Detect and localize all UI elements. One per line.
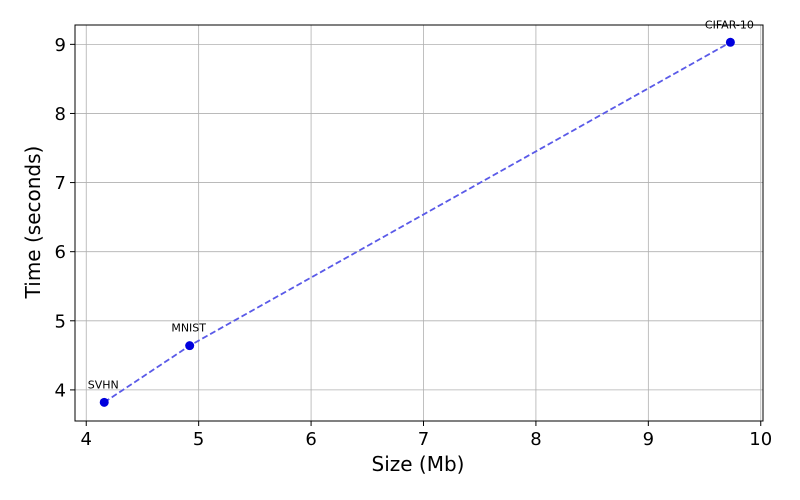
data-point-label: MNIST	[171, 322, 206, 335]
ticks-layer: 4 5 6 7 8 9 10 4 5 6 7 8 9	[55, 35, 773, 450]
plot-frame	[74, 24, 764, 422]
x-tick-label: 5	[193, 429, 204, 450]
data-point	[99, 397, 109, 407]
x-axis-label: Size (Mb)	[372, 452, 465, 476]
data-point-label: SVHN	[88, 378, 119, 391]
y-tick-label: 5	[55, 311, 66, 332]
y-axis-label: Time (seconds)	[21, 146, 45, 300]
data-point	[725, 37, 735, 47]
axes-layer	[74, 24, 764, 422]
data-point	[185, 341, 195, 351]
y-tick-label: 6	[55, 242, 66, 263]
y-tick-label: 4	[55, 380, 66, 401]
y-tick-label: 7	[55, 173, 66, 194]
x-tick-label: 6	[305, 429, 316, 450]
labels-layer: Size (Mb) Time (seconds)	[21, 146, 464, 476]
x-tick-label: 9	[643, 429, 654, 450]
x-tick-label: 8	[530, 429, 541, 450]
x-tick-label: 4	[81, 429, 92, 450]
x-tick-label: 10	[749, 429, 772, 450]
series-line	[103, 41, 731, 404]
y-tick-label: 8	[55, 104, 66, 125]
grid-layer	[75, 25, 763, 421]
y-tick-label: 9	[55, 35, 66, 56]
x-tick-label: 7	[418, 429, 429, 450]
